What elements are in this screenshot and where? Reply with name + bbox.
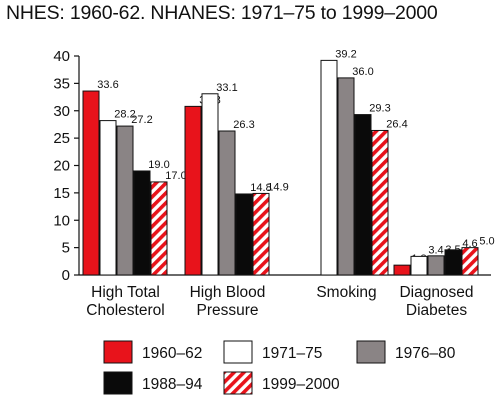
- data-label: 26.4: [386, 118, 407, 130]
- data-label: 14.8: [250, 182, 271, 194]
- category-label: Cholesterol: [86, 302, 164, 319]
- legend-swatch: [223, 371, 253, 395]
- data-label: 36.0: [352, 66, 373, 78]
- y-tick-label: 10: [53, 212, 70, 229]
- bar: [461, 247, 479, 276]
- data-label: 28.2: [114, 109, 135, 121]
- bar: [393, 264, 411, 276]
- bar: [354, 114, 372, 276]
- bar: [218, 130, 236, 276]
- y-tick-label: 20: [53, 158, 70, 175]
- bars: 33.6 28.227.2 19.017.0 High TotalCholestero…: [82, 48, 495, 319]
- legend-swatch: [223, 340, 253, 364]
- category-label: Diabetes: [406, 302, 467, 319]
- legend-swatch: [356, 340, 386, 364]
- bar: [116, 125, 134, 276]
- y-tick-label: 25: [53, 130, 70, 147]
- data-label: 14.9: [267, 181, 288, 193]
- category-label: Smoking: [316, 284, 376, 301]
- data-label: 19.0: [148, 159, 169, 171]
- y-tick-label: 35: [53, 75, 70, 92]
- chart-title: NHES: 1960-62. NHANES: 1971–75 to 1999–2…: [6, 2, 438, 24]
- category-label: Diagnosed: [399, 284, 473, 301]
- y-tick-label: 0: [62, 267, 70, 284]
- y-tick-label: 40: [53, 48, 70, 65]
- category-label: High Blood: [190, 284, 266, 301]
- data-label: 3.4: [428, 244, 443, 256]
- axes: 0 5 10 15 20 25 30 35 40: [53, 48, 491, 284]
- data-label: 33.6: [97, 79, 118, 91]
- bar: [252, 192, 270, 276]
- legend-label: 1976–80: [395, 345, 456, 362]
- bar: [410, 255, 428, 276]
- data-label: 26.3: [233, 119, 254, 131]
- legend-label: 1960–62: [142, 345, 202, 362]
- bar: [82, 90, 100, 276]
- legend-label: 1988–94: [142, 376, 203, 393]
- legend-label: 1999–2000: [262, 376, 340, 393]
- legend: 1960–62 1971–75 1976–80 1988–94 1999–2000: [103, 340, 456, 395]
- data-label: 39.2: [335, 48, 356, 60]
- category-label: Pressure: [196, 302, 258, 319]
- legend-label: 1971–75: [262, 345, 322, 362]
- y-tick-label: 30: [53, 103, 70, 120]
- category-label: High Total: [91, 284, 160, 301]
- bar: [371, 129, 389, 276]
- data-label: 4.6: [462, 238, 477, 250]
- bar: [337, 77, 355, 276]
- bar: [150, 181, 168, 276]
- bar: [235, 193, 253, 276]
- bar: [444, 249, 462, 276]
- data-label: 5.0: [479, 236, 494, 248]
- bar: [427, 255, 445, 276]
- bar: [320, 59, 338, 276]
- bar: [133, 170, 151, 276]
- bar: [184, 105, 202, 276]
- bar: [201, 93, 219, 276]
- y-tick-label: 15: [53, 185, 70, 202]
- y-tick-label: 5: [62, 240, 70, 257]
- legend-swatch: [103, 371, 133, 395]
- bar: [99, 120, 117, 276]
- data-label: 33.1: [216, 82, 237, 94]
- data-label: 29.3: [369, 103, 390, 115]
- data-label: 17.0: [165, 170, 186, 182]
- data-label: 27.2: [131, 114, 152, 126]
- legend-swatch: [103, 340, 133, 364]
